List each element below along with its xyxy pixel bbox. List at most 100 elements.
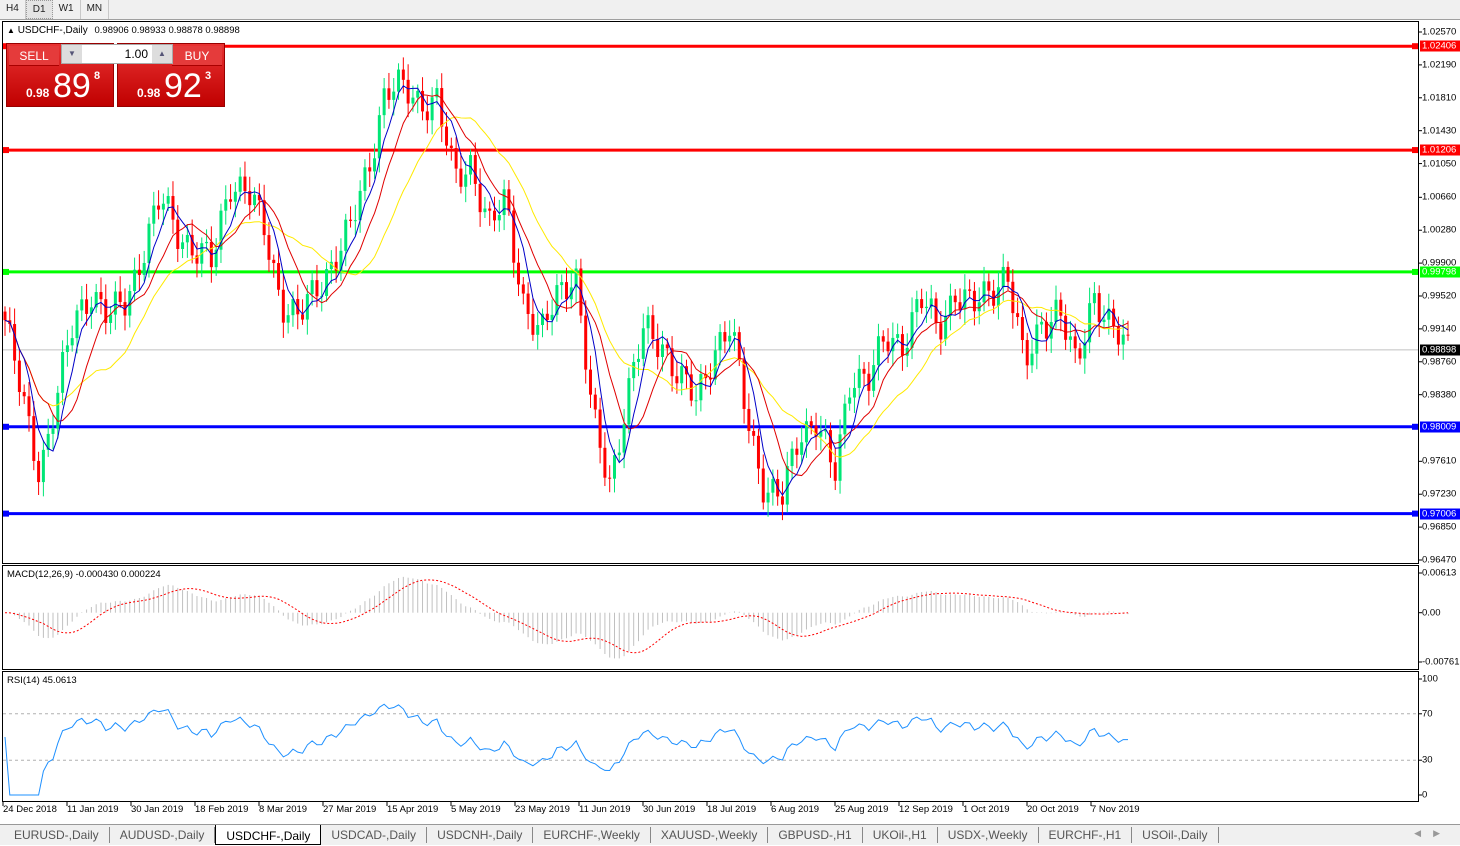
ma-fast-line: [4, 85, 1129, 496]
date-axis-label: 24 Dec 2018: [3, 804, 57, 815]
candle: [612, 455, 616, 479]
line-handle: [1412, 268, 1418, 275]
date-axis-label: 18 Jul 2019: [707, 804, 757, 815]
date-axis-label: 15 Apr 2019: [387, 804, 439, 815]
candle: [51, 428, 55, 434]
date-axis-label: 27 Mar 2019: [323, 804, 377, 815]
candle: [742, 359, 746, 409]
tab-eurchf-h1[interactable]: EURCHF-,H1: [1039, 827, 1133, 843]
price-axis-label: 1.00280: [1422, 224, 1457, 236]
date-axis-label: 11 Jun 2019: [579, 804, 631, 815]
candle: [392, 91, 396, 100]
candle: [507, 189, 511, 211]
price-chart-panel[interactable]: [2, 21, 1419, 564]
candle: [896, 334, 900, 338]
tab-usoil-daily[interactable]: USOil-,Daily: [1132, 827, 1219, 843]
price-axis-label: 1.01430: [1422, 125, 1457, 137]
lot-size-stepper: ▼ ▲: [61, 44, 173, 64]
candle: [315, 280, 319, 297]
macd-title: MACD(12,26,9) -0.000430 0.000224: [7, 569, 161, 580]
candle: [963, 289, 967, 310]
chevron-right-icon[interactable]: ▶: [1433, 828, 1452, 838]
candle: [449, 145, 453, 148]
tab-usdcad-daily[interactable]: USDCAD-,Daily: [321, 827, 428, 843]
candle: [147, 223, 151, 263]
candle: [545, 313, 549, 320]
timeframe-mn[interactable]: MN: [81, 0, 110, 19]
rsi-axis-label: 100: [1422, 673, 1438, 685]
candle: [603, 447, 607, 478]
price-axis-label: 1.01050: [1422, 158, 1457, 170]
timeframe-d1[interactable]: D1: [25, 0, 53, 19]
price-axis-label: 1.02570: [1422, 26, 1457, 38]
candle: [588, 369, 592, 395]
tab-ukoil-h1[interactable]: UKOil-,H1: [863, 827, 938, 843]
candle: [780, 496, 784, 505]
tab-usdx-weekly[interactable]: USDX-,Weekly: [938, 827, 1039, 843]
tab-usdcnh-daily[interactable]: USDCNH-,Daily: [427, 827, 534, 843]
tab-usdchf-daily[interactable]: USDCHF-,Daily: [215, 825, 322, 845]
sell-price-sup: 8: [94, 70, 101, 82]
candle: [325, 269, 329, 296]
candle: [828, 430, 832, 463]
triangle-up-icon[interactable]: ▲: [7, 26, 15, 35]
increase-lot-icon[interactable]: ▲: [152, 45, 172, 63]
decrease-lot-icon[interactable]: ▼: [62, 45, 82, 63]
price-axis-label: 0.98380: [1422, 389, 1457, 401]
sell-price-big: 89: [53, 67, 91, 105]
sell-button[interactable]: SELL 0.98 89 8: [6, 43, 114, 107]
price-axis-label: 0.99900: [1422, 257, 1457, 269]
rsi-line: [4, 703, 1129, 796]
candle: [94, 292, 98, 308]
line-handle: [3, 423, 9, 430]
candle: [1121, 334, 1125, 345]
candle: [37, 460, 41, 483]
candle: [1059, 299, 1063, 316]
rsi-panel[interactable]: [2, 671, 1419, 802]
candle: [809, 421, 813, 426]
tab-xauusd-weekly[interactable]: XAUUSD-,Weekly: [651, 827, 769, 843]
candle: [632, 361, 636, 379]
candle: [1035, 324, 1039, 354]
price-axis-label: 0.96850: [1422, 521, 1457, 533]
tab-audusd-daily[interactable]: AUDUSD-,Daily: [110, 827, 216, 843]
tab-eurusd-daily[interactable]: EURUSD-,Daily: [4, 827, 110, 843]
tab-scroll: ◀▶: [1414, 828, 1452, 839]
candle: [373, 158, 377, 172]
symbol-label: USDCHF-,Daily: [17, 25, 88, 36]
candle: [1126, 334, 1130, 336]
candle: [497, 215, 501, 221]
rsi-axis-label: 0: [1422, 789, 1428, 801]
candle: [541, 313, 545, 326]
candle: [790, 448, 794, 467]
macd-axis-label: 0.00613: [1422, 567, 1457, 579]
tab-gbpusd-h1[interactable]: GBPUSD-,H1: [768, 827, 863, 843]
candle: [99, 292, 103, 300]
timeframe-w1[interactable]: W1: [53, 0, 81, 19]
candle: [848, 397, 852, 404]
price-axis-label: 0.96470: [1422, 554, 1457, 566]
timeframe-h4[interactable]: H4: [0, 0, 26, 19]
candle: [800, 442, 804, 455]
date-axis-label: 12 Sep 2019: [899, 804, 953, 815]
rsi-title: RSI(14) 45.0613: [7, 675, 77, 686]
chevron-left-icon[interactable]: ◀: [1414, 828, 1434, 838]
candle: [181, 242, 185, 249]
lot-size-input[interactable]: [82, 45, 152, 63]
price-axis-label: 1.00660: [1422, 191, 1457, 203]
candle: [900, 334, 904, 356]
candle: [1025, 340, 1029, 366]
candle: [646, 315, 650, 329]
tab-eurchf-weekly[interactable]: EURCHF-,Weekly: [533, 827, 651, 843]
candle: [598, 409, 602, 448]
candle: [464, 174, 468, 187]
candle: [478, 183, 482, 213]
buy-button[interactable]: BUY 0.98 92 3: [117, 43, 225, 107]
candle: [238, 176, 242, 192]
candle: [675, 376, 679, 384]
candle: [291, 299, 295, 316]
line-handle: [3, 510, 9, 517]
candle: [41, 449, 45, 483]
price-axis-label: 1.01810: [1422, 92, 1457, 104]
